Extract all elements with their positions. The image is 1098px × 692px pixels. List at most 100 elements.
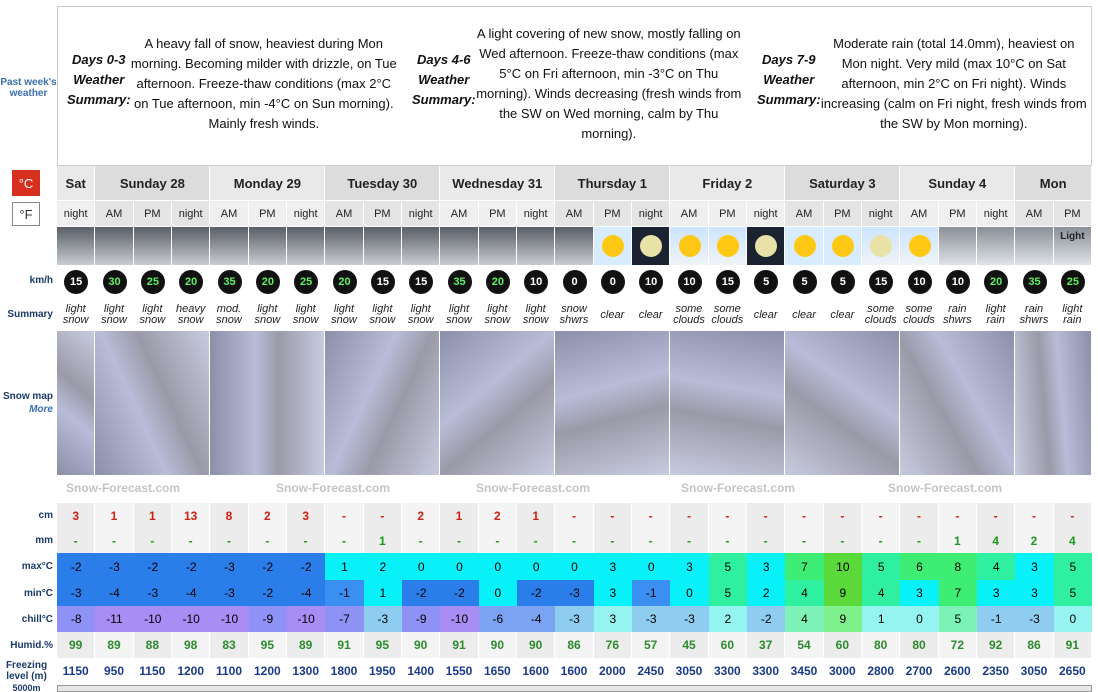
min-temp: 1	[363, 580, 402, 606]
rain-mm: 1	[938, 528, 976, 553]
humidity: 60	[823, 632, 861, 658]
period-label: AM	[1015, 201, 1053, 226]
watermark: Snow-Forecast.com	[680, 481, 796, 495]
summary-text: light snow	[407, 303, 434, 326]
chill-temp: 1	[862, 606, 901, 632]
summary-text: light snow	[369, 303, 396, 326]
rain-mm: -	[862, 528, 900, 553]
weather-icon	[1053, 227, 1091, 265]
period-label: night	[402, 201, 440, 226]
humidity: 99	[57, 632, 95, 658]
snow-map	[1015, 331, 1091, 475]
unit-celsius[interactable]: °C	[12, 170, 40, 196]
rain-mm: -	[287, 528, 325, 553]
day-header: Sunday 4	[900, 166, 1015, 200]
freezing-level: 1600	[517, 658, 555, 684]
summary-text: heavy snow	[175, 303, 206, 326]
wind-arrow: 5	[830, 270, 855, 294]
summary-block: Days 0-3 Weather Summary: A heavy fall of…	[67, 14, 397, 154]
summary-text: light snow	[522, 303, 549, 326]
weather-icon	[555, 227, 593, 265]
period-label: PM	[708, 201, 746, 226]
snow-map-label: Snow map	[2, 390, 53, 402]
sun-icon	[908, 235, 931, 257]
past-weather-link[interactable]: Past week's weather	[0, 77, 57, 99]
weather-icon	[938, 227, 976, 265]
max-temp: 6	[900, 553, 939, 580]
humidity: 86	[1015, 632, 1053, 658]
min-temp: -2	[440, 580, 479, 606]
summary-text: clear	[830, 308, 855, 321]
min-temp: -2	[248, 580, 287, 606]
wind-arrow: 15	[370, 270, 395, 294]
min-temp: 7	[938, 580, 977, 606]
min-temp: 2	[747, 580, 786, 606]
wind-arrow: 10	[907, 270, 932, 294]
rain-mm: -	[900, 528, 938, 553]
summary-text: snow shwrs	[559, 303, 589, 326]
rain-mm: -	[632, 528, 670, 553]
max-temp: 2	[363, 553, 402, 580]
summary-text: light snow	[62, 303, 89, 326]
rain-mm: -	[210, 528, 248, 553]
freezing-level: 2600	[938, 658, 976, 684]
max-temp: 8	[938, 553, 977, 580]
rain-mm: -	[325, 528, 363, 553]
min-temp: 3	[977, 580, 1016, 606]
period-label: PM	[478, 201, 516, 226]
summary-text: A light covering of new snow, mostly fal…	[476, 26, 742, 141]
summary-text: clear	[638, 308, 663, 321]
max-temp: 1	[325, 553, 364, 580]
snow-cm-label: cm	[38, 509, 53, 521]
summary-text: some clouds	[711, 303, 744, 326]
summary-block: Days 4-6 Weather Summary: A light coverin…	[412, 14, 742, 154]
weather-icon	[210, 227, 248, 265]
snow-cm: -	[977, 503, 1015, 528]
summary-text: light snow	[331, 303, 357, 326]
rain-mm: -	[57, 528, 95, 553]
weather-icon	[57, 227, 95, 265]
weather-icon	[248, 227, 286, 265]
snow-cm: 1	[133, 503, 171, 528]
humidity: 98	[172, 632, 210, 658]
summary-text: rain shwrs	[942, 303, 972, 326]
wind-arrow: 15	[64, 270, 89, 294]
freezing-level: 1150	[133, 658, 171, 684]
wind-arrow: 20	[984, 270, 1009, 294]
summary-text: Moderate rain (total 14.0mm), heaviest o…	[820, 36, 1087, 131]
wind-arrow: 35	[217, 270, 242, 294]
wind-arrow: 15	[409, 270, 434, 294]
weather-icon	[363, 227, 401, 265]
more-link[interactable]: More	[29, 403, 53, 415]
rain-mm: -	[708, 528, 746, 553]
max-temp: -3	[95, 553, 134, 580]
max-temp: 3	[593, 553, 632, 580]
rain-mm: -	[785, 528, 823, 553]
freezing-level: 1800	[325, 658, 363, 684]
chill-temp: -4	[517, 606, 556, 632]
wind-arrow: 15	[715, 270, 740, 294]
wind-arrow: 25	[140, 270, 165, 294]
day-header: Thursday 1	[555, 166, 670, 200]
summary-title: Days 7-9 Weather Summary:	[757, 52, 821, 107]
unit-fahrenheit[interactable]: °F	[12, 202, 40, 226]
weather-icon	[172, 227, 210, 265]
day-header: Mon	[1015, 166, 1091, 200]
day-header: Friday 2	[670, 166, 785, 200]
min-temp: 4	[862, 580, 901, 606]
humidity: 88	[133, 632, 171, 658]
freezing-level: 2700	[900, 658, 938, 684]
freezing-level: 3050	[1015, 658, 1053, 684]
wind-arrow: 35	[447, 270, 472, 294]
snow-cm: -	[363, 503, 401, 528]
humidity: 92	[977, 632, 1015, 658]
wind-arrow: 35	[1022, 270, 1047, 294]
snow-cm: -	[325, 503, 363, 528]
wind-arrow: 5	[754, 270, 779, 294]
summary-text: A heavy fall of snow, heaviest during Mo…	[130, 36, 397, 131]
period-label: night	[517, 201, 555, 226]
freezing-level: 2450	[632, 658, 670, 684]
min-temp: -4	[287, 580, 326, 606]
freezing-level: 1550	[440, 658, 478, 684]
summary-block: Days 7-9 Weather Summary: Moderate rain (…	[757, 14, 1087, 154]
